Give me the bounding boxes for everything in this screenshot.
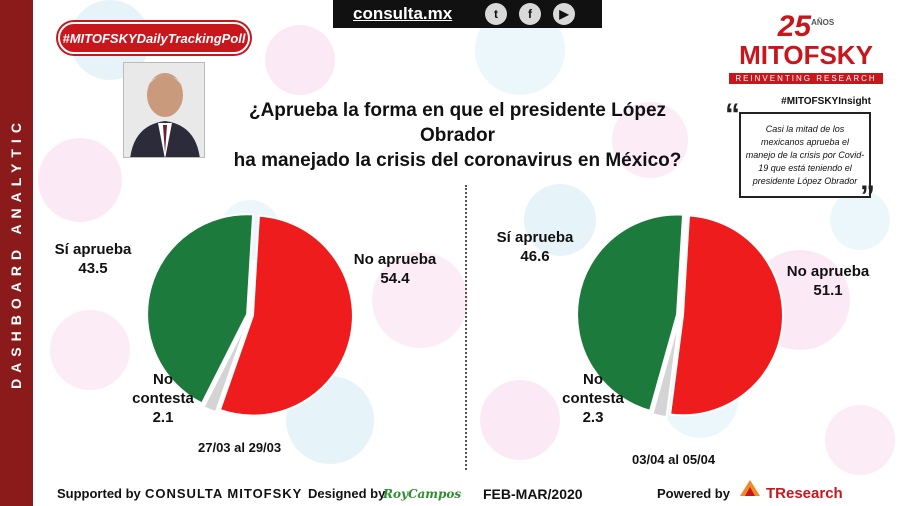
twitter-icon[interactable]: t xyxy=(485,3,507,25)
chart2-approve-label: Sí aprueba 46.6 xyxy=(490,228,580,266)
chart1-slice-approve xyxy=(146,213,255,405)
chart1-approve-label: Sí aprueba 43.5 xyxy=(48,240,138,278)
footer-date: FEB-MAR/2020 xyxy=(483,486,583,502)
facebook-icon[interactable]: f xyxy=(519,3,541,25)
chart1-disapprove-name: No aprueba xyxy=(353,251,437,268)
chart1-noanswer-value: 2.1 xyxy=(152,409,174,426)
chart2-disapprove-name: No aprueba xyxy=(786,263,870,280)
footer-supported-label: Supported by xyxy=(57,486,141,501)
question-line-1: ¿Aprueba la forma en que el presidente L… xyxy=(248,100,667,146)
side-label: DASHBOARD ANALYTIC xyxy=(8,117,24,389)
survey-question: ¿Aprueba la forma en que el presidente L… xyxy=(225,98,690,173)
youtube-icon[interactable]: ▶ xyxy=(553,3,575,25)
footer-powered-label: Powered by xyxy=(657,486,730,501)
chart2-period: 03/04 al 05/04 xyxy=(632,452,716,467)
chart1-slice-disapprove xyxy=(218,214,354,417)
hashtag-badge: #MITOFSKYDailyTrackingPoll xyxy=(58,22,250,54)
side-band: DASHBOARD ANALYTIC xyxy=(0,0,33,506)
footer-supported-by: CONSULTA MITOFSKY xyxy=(145,486,303,501)
chart1-noanswer-name: No contesta xyxy=(132,371,194,407)
footer-powered-by: TResearch xyxy=(766,485,843,502)
chart2-noanswer-name: No contesta xyxy=(562,371,624,407)
chart2-noanswer-value: 2.3 xyxy=(582,409,604,426)
site-link[interactable]: consulta.mx xyxy=(353,4,453,23)
chart2-disapprove-value: 51.1 xyxy=(813,282,843,299)
insight-text: Casi la mitad de los mexicanos aprueba e… xyxy=(739,112,871,198)
logo-tagline: REINVENTING RESEARCH xyxy=(729,73,883,84)
chart2-disapprove-label: No aprueba 51.1 xyxy=(778,262,878,300)
chart2-slice-no-answer xyxy=(651,317,681,419)
footer-designed-label: Designed by xyxy=(308,486,386,501)
chart1-approve-value: 43.5 xyxy=(78,260,108,277)
chart1-slice-no-answer xyxy=(202,317,250,414)
chart1-disapprove-value: 54.4 xyxy=(380,270,410,287)
footer-designer: RoyCampos xyxy=(383,487,462,501)
question-line-2: ha manejado la crisis del coronavirus en… xyxy=(233,150,682,171)
footer: Supported by CONSULTA MITOFSKY Designed … xyxy=(33,480,900,506)
chart2-approve-name: Sí aprueba xyxy=(496,229,574,246)
chart1-noanswer-label: No contesta 2.1 xyxy=(128,370,198,427)
tresearch-logo-icon xyxy=(740,480,760,496)
chart2-noanswer-label: No contesta 2.3 xyxy=(556,370,630,427)
mitofsky-logo: 25AÑOS MITOFSKY REINVENTING RESEARCH xyxy=(716,8,896,84)
chart2-approve-value: 46.6 xyxy=(520,248,550,265)
chart1-approve-name: Sí aprueba xyxy=(54,241,132,258)
pie-chart-2 xyxy=(576,213,784,419)
chart-divider xyxy=(465,185,467,470)
chart1-disapprove-label: No aprueba 54.4 xyxy=(345,250,445,288)
president-photo xyxy=(123,62,205,158)
chart1-period: 27/03 al 29/03 xyxy=(198,440,282,455)
logo-name: MITOFSKY xyxy=(739,40,873,70)
chart2-slice-disapprove xyxy=(668,214,784,417)
quote-close-icon: ” xyxy=(860,180,875,213)
insight-title: #MITOFSKYInsight xyxy=(781,96,871,107)
logo-anniversary: 25 xyxy=(777,10,812,43)
insight-panel: #MITOFSKYInsight “ Casi la mitad de los … xyxy=(725,96,875,214)
top-bar: consulta.mx t f ▶ xyxy=(333,0,602,28)
chart2-slice-approve xyxy=(576,213,685,413)
logo-anniversary-small: AÑOS xyxy=(811,18,835,27)
quote-open-icon: “ xyxy=(725,98,740,131)
pie-chart-1 xyxy=(146,213,354,417)
